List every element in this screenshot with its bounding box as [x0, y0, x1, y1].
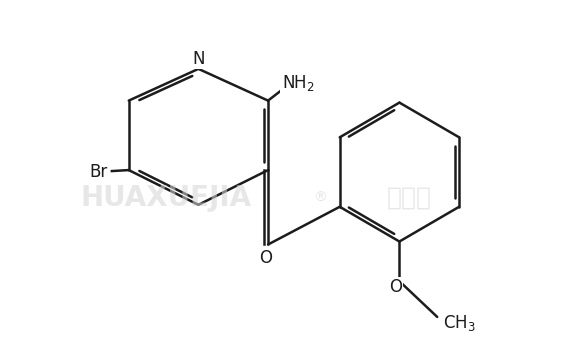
Text: CH$_3$: CH$_3$ — [443, 313, 475, 333]
Text: NH$_2$: NH$_2$ — [281, 73, 314, 93]
Text: Br: Br — [90, 163, 108, 181]
Text: O: O — [389, 278, 402, 296]
Text: ®: ® — [313, 191, 327, 205]
Text: O: O — [259, 249, 272, 267]
Text: HUAXUEJIA: HUAXUEJIA — [80, 184, 251, 212]
Text: 化学加: 化学加 — [387, 186, 432, 210]
Text: N: N — [192, 50, 205, 68]
